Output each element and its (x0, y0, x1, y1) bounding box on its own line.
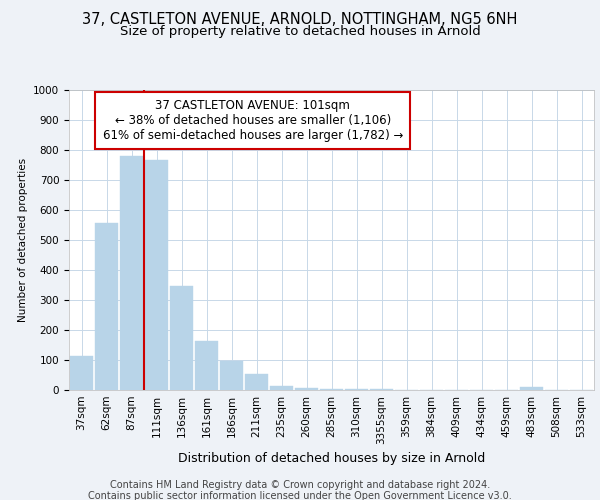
Bar (95, 222, 118, 390)
Text: 37, CASTLETON AVENUE, ARNOLD, NOTTINGHAM, NG5 6NH: 37, CASTLETON AVENUE, ARNOLD, NOTTINGHAM… (82, 12, 518, 28)
Bar (70, 356, 94, 390)
Bar (145, 160, 169, 390)
Text: Contains HM Land Registry data © Crown copyright and database right 2024.: Contains HM Land Registry data © Crown c… (110, 480, 490, 490)
Text: Size of property relative to detached houses in Arnold: Size of property relative to detached ho… (119, 25, 481, 38)
X-axis label: Distribution of detached houses by size in Arnold: Distribution of detached houses by size … (178, 452, 485, 465)
Bar (119, 156, 143, 390)
Bar (245, 374, 268, 390)
Bar (170, 286, 193, 390)
Bar (520, 387, 544, 390)
Text: Contains public sector information licensed under the Open Government Licence v3: Contains public sector information licen… (88, 491, 512, 500)
Y-axis label: Number of detached properties: Number of detached properties (17, 158, 28, 322)
Bar (320, 388, 343, 390)
Text: 37 CASTLETON AVENUE: 101sqm
← 38% of detached houses are smaller (1,106)
61% of : 37 CASTLETON AVENUE: 101sqm ← 38% of det… (103, 99, 403, 142)
Bar (220, 360, 244, 390)
Bar (269, 386, 293, 390)
Bar (344, 389, 368, 390)
Bar (295, 388, 319, 390)
Bar (194, 340, 218, 390)
